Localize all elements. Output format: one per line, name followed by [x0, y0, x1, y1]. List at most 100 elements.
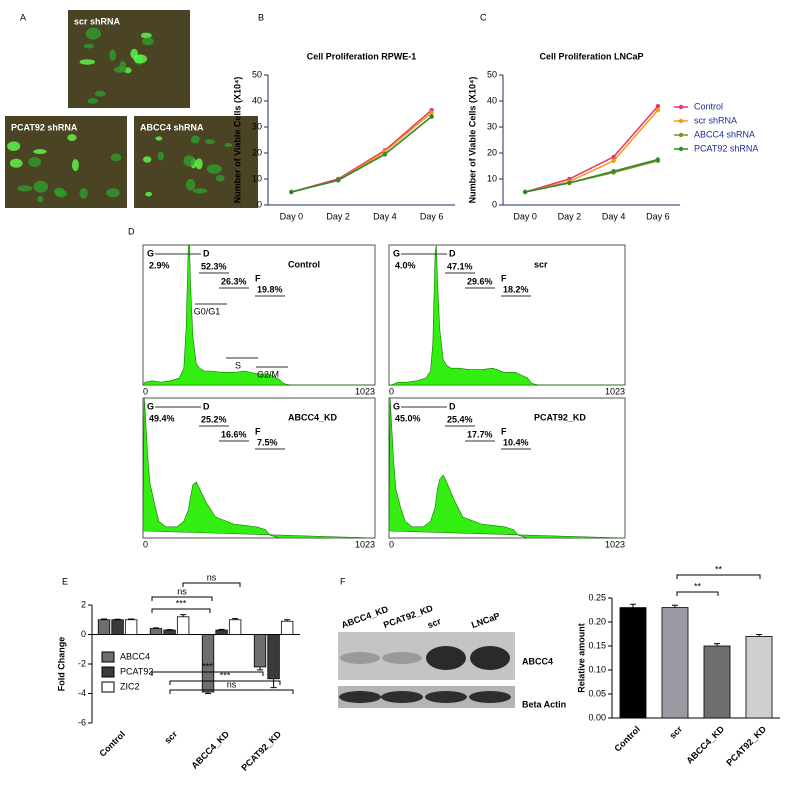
panel-label: B — [258, 12, 264, 22]
y-tick-label: 30 — [252, 121, 262, 131]
histogram-area — [389, 244, 625, 386]
cell — [37, 195, 44, 203]
percentage: 52.3% — [201, 261, 227, 271]
bar — [661, 607, 689, 719]
cell — [204, 139, 215, 145]
cell — [143, 156, 152, 163]
bar — [228, 619, 242, 635]
significance-bracket — [169, 680, 281, 685]
panel-label: E — [62, 576, 68, 586]
significance-label: *** — [220, 670, 231, 680]
point — [429, 114, 434, 119]
x-tick-label: ABCC4_KD — [684, 724, 726, 766]
cell — [109, 49, 117, 61]
y-tick-label: 0.00 — [588, 712, 606, 722]
cell — [71, 159, 79, 172]
series-line — [524, 158, 659, 193]
plot-frame — [388, 244, 626, 386]
cell — [28, 157, 42, 167]
point — [611, 169, 616, 174]
cell — [79, 188, 88, 199]
bar — [619, 607, 647, 719]
series-line — [524, 105, 659, 193]
x-tick-label: Day 6 — [646, 211, 670, 221]
cell — [206, 164, 222, 174]
x-tick-label: Day 0 — [280, 211, 304, 221]
percentage: 18.2% — [503, 284, 529, 294]
x-tick-label: 0 — [143, 386, 148, 396]
bar — [267, 634, 280, 680]
y-tick-label: 40 — [252, 95, 262, 105]
cell — [145, 191, 153, 197]
error-bar — [218, 628, 225, 631]
x-tick-label: Day 4 — [602, 211, 626, 221]
percentage: 4.0% — [395, 260, 416, 270]
y-tick-label: -6 — [78, 717, 86, 727]
band — [382, 652, 422, 664]
point — [611, 154, 616, 160]
y-tick-label: 10 — [252, 173, 262, 183]
legend-swatch — [101, 666, 115, 678]
sample-label: Control — [288, 259, 320, 269]
significance-bracket — [182, 582, 241, 587]
panel-label: A — [20, 12, 26, 22]
gate-label: G — [393, 401, 400, 411]
cell — [79, 59, 96, 65]
series-line — [524, 109, 659, 193]
significance-bracket — [151, 596, 213, 601]
percentage: 10.4% — [503, 437, 529, 447]
cell — [110, 153, 122, 162]
percentage: 25.4% — [447, 414, 473, 424]
image-label: ABCC4 shRNA — [140, 122, 204, 132]
y-tick-label: 0 — [257, 199, 262, 209]
band — [381, 691, 423, 703]
legend-label: PCAT92 — [120, 666, 153, 676]
cell — [224, 143, 233, 148]
y-tick-label: 0 — [492, 199, 497, 209]
y-tick-label: 10 — [487, 173, 497, 183]
gate-label: F — [255, 426, 261, 436]
phase-label: S — [235, 360, 241, 370]
series-line — [291, 112, 433, 193]
y-tick-label: 0 — [81, 629, 86, 639]
significance-label: *** — [202, 661, 213, 671]
point — [655, 157, 661, 162]
x-tick-label: 0 — [389, 386, 394, 396]
y-tick-label: -4 — [78, 688, 86, 698]
point — [655, 104, 661, 109]
cell — [106, 188, 120, 198]
error-bar — [672, 604, 678, 608]
significance-bracket — [169, 689, 294, 694]
x-tick-label: PCAT92_KD — [724, 724, 768, 768]
error-bar — [257, 666, 264, 671]
bar — [745, 636, 773, 719]
cell — [94, 90, 106, 97]
x-tick-label: 1023 — [605, 539, 625, 549]
bar — [124, 619, 138, 635]
lane-label: LNCaP — [470, 611, 501, 630]
cell — [9, 158, 23, 168]
gate-label: D — [449, 401, 456, 411]
error-bar — [128, 618, 135, 620]
histogram-area — [388, 397, 626, 539]
y-tick-label: 30 — [487, 121, 497, 131]
point — [611, 158, 616, 163]
band — [470, 646, 510, 670]
percentage: 49.4% — [149, 413, 175, 423]
cell — [142, 37, 154, 46]
cell — [87, 98, 98, 104]
x-tick-label: Day 6 — [420, 211, 444, 221]
series-line — [291, 109, 433, 193]
point — [522, 189, 528, 195]
cell — [157, 151, 165, 161]
gate-label: F — [255, 273, 261, 283]
significance-label: *** — [176, 598, 187, 608]
legend-swatch — [101, 681, 115, 693]
significance-label: ** — [694, 581, 702, 591]
legend-label: Control — [694, 101, 723, 111]
y-tick-label: 0.20 — [588, 616, 606, 626]
cell — [83, 43, 95, 49]
cell — [55, 189, 68, 198]
percentage: 7.5% — [257, 437, 278, 447]
